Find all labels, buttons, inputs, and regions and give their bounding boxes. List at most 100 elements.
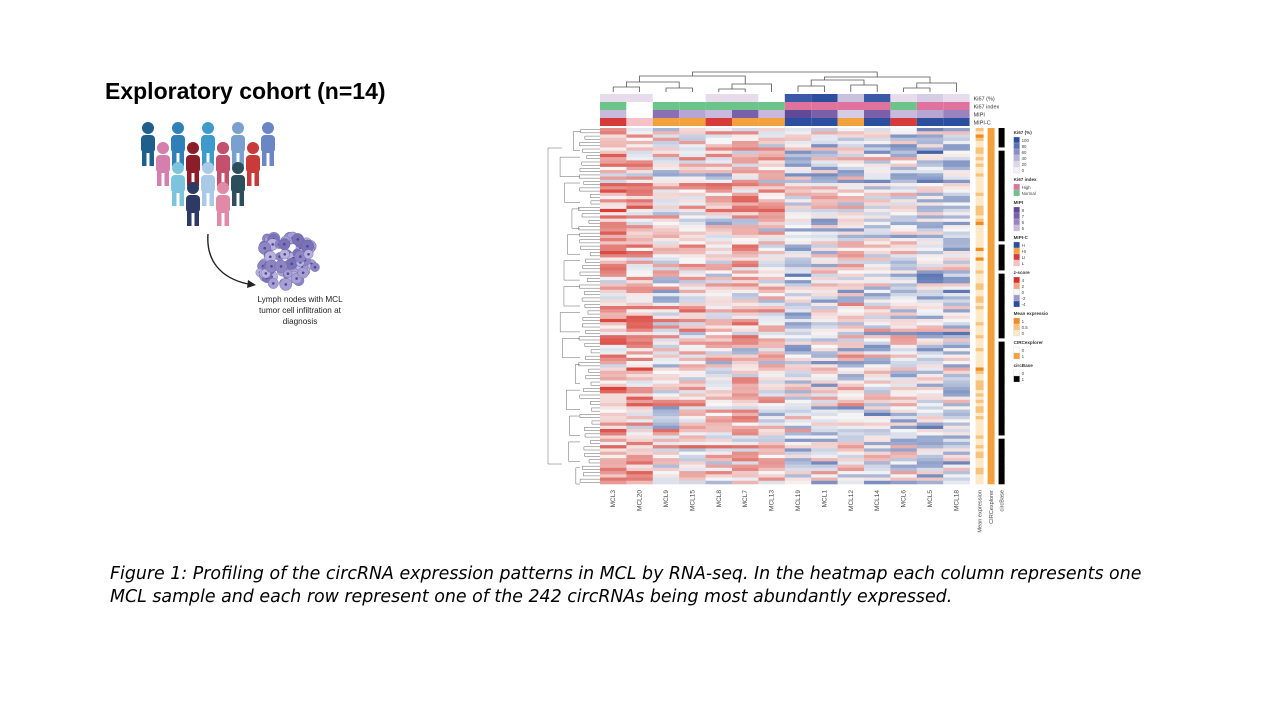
legend-swatch bbox=[1013, 369, 1020, 377]
annotation-cell bbox=[600, 94, 627, 102]
annotation-cell bbox=[732, 118, 759, 126]
legend-swatch bbox=[1013, 241, 1020, 249]
person-icon bbox=[171, 162, 185, 206]
annotation-cell bbox=[811, 94, 838, 102]
legend-title: Ki67 (%) bbox=[1014, 130, 1033, 135]
annotation-track-label: Ki67 (%) bbox=[974, 97, 995, 103]
legend-swatch bbox=[1013, 300, 1020, 308]
legend-label: 5 bbox=[1022, 226, 1025, 231]
legend-label: 7 bbox=[1022, 214, 1025, 219]
sample-label: MCL6 bbox=[901, 490, 908, 508]
annotation-track bbox=[600, 118, 970, 126]
annotation-cell bbox=[837, 118, 864, 126]
legend-label: 20 bbox=[1022, 162, 1027, 167]
annotation-cell bbox=[652, 110, 680, 118]
annotation-cell bbox=[890, 102, 917, 110]
annotation-track bbox=[600, 94, 970, 102]
legend-label: 0 bbox=[1022, 331, 1025, 336]
person-icon bbox=[201, 122, 215, 166]
legend-title: Ki67 index bbox=[1014, 177, 1037, 182]
legend-swatch bbox=[1013, 375, 1020, 383]
side-track-label: CIRCexplorer bbox=[989, 490, 995, 524]
legend-title: circBase bbox=[1014, 363, 1034, 368]
annotation-cell bbox=[626, 110, 653, 118]
legend-swatch bbox=[1013, 282, 1020, 290]
person-icon bbox=[261, 122, 275, 166]
person-icon bbox=[186, 142, 200, 186]
annotation-cell bbox=[864, 94, 891, 102]
annotation-cell bbox=[626, 118, 653, 126]
legend-label: 0 bbox=[1022, 348, 1025, 353]
person-icon bbox=[231, 162, 245, 206]
legend-swatch bbox=[1013, 329, 1020, 337]
legend-swatch bbox=[1013, 160, 1020, 168]
annotation-cell bbox=[784, 94, 812, 102]
side-annotations bbox=[975, 128, 1005, 485]
legend-swatch bbox=[1013, 224, 1020, 232]
legend-label: 1 bbox=[1022, 354, 1025, 359]
annotation-cell bbox=[626, 102, 653, 110]
annotation-cell bbox=[732, 110, 759, 118]
person-icon bbox=[156, 142, 170, 186]
legend-label: 100 bbox=[1022, 138, 1030, 143]
cohort-title: Exploratory cohort (n=14) bbox=[105, 78, 386, 104]
annotation-cell bbox=[784, 118, 812, 126]
legend-swatch bbox=[1013, 288, 1020, 296]
legend-label: -2 bbox=[1022, 296, 1026, 301]
legend-label: 0.5 bbox=[1022, 325, 1029, 330]
annotation-track-label: Ki67 index bbox=[974, 105, 1000, 111]
person-icon bbox=[186, 182, 200, 226]
legend-block: CIRCexplorer 01 bbox=[1013, 340, 1043, 360]
sample-label: MCL3 bbox=[610, 490, 617, 508]
annotation-cell bbox=[732, 102, 759, 110]
sample-label: MCL18 bbox=[953, 490, 960, 511]
annotation-cell bbox=[679, 102, 706, 110]
legend-swatch bbox=[1013, 189, 1020, 197]
annotation-cell bbox=[837, 102, 864, 110]
legend-swatch bbox=[1013, 317, 1020, 325]
legend-swatch bbox=[1013, 148, 1020, 156]
legend-label: 0 bbox=[1022, 371, 1025, 376]
annotation-cell bbox=[811, 118, 838, 126]
legend-label: 0 bbox=[1022, 290, 1025, 295]
legend-swatch bbox=[1013, 323, 1020, 331]
legend-swatch bbox=[1013, 218, 1020, 226]
person-icon bbox=[201, 162, 215, 206]
legend-label: 4 bbox=[1022, 278, 1025, 283]
legend-title: MIPI bbox=[1014, 200, 1023, 205]
lymph-node-caption: Lymph nodes with MCL tumor cell infiltra… bbox=[257, 295, 343, 326]
legend-swatch bbox=[1013, 136, 1020, 144]
annotation-cell bbox=[890, 118, 917, 126]
legend-label: 1 bbox=[1022, 377, 1025, 382]
sample-label: MCL1 bbox=[821, 490, 828, 508]
annotation-cell bbox=[837, 94, 864, 102]
circrna-heatmap: Ki67 (%) Ki67 index MIPI MIPI-C MCL3 MCL20 MCL… bbox=[547, 71, 1048, 533]
legend-swatch bbox=[1013, 206, 1020, 214]
annotation-cell bbox=[626, 94, 653, 102]
annotation-cell bbox=[890, 110, 917, 118]
annotation-cell bbox=[943, 102, 970, 110]
legend-label: 8 bbox=[1022, 208, 1025, 213]
annotation-track bbox=[600, 110, 970, 118]
annotation-track bbox=[600, 102, 970, 110]
annotation-cell bbox=[864, 102, 891, 110]
legend-block: z-score 420-2-4 bbox=[1013, 270, 1030, 308]
annotation-cell bbox=[837, 110, 864, 118]
lymph-node-icon bbox=[255, 231, 320, 291]
annotation-cell bbox=[732, 94, 759, 102]
annotation-track-label: MIPI bbox=[974, 113, 986, 119]
legend-label: HI bbox=[1022, 249, 1026, 254]
legend-swatch bbox=[1013, 154, 1020, 162]
legend-label: L bbox=[1022, 261, 1025, 266]
annotation-cell bbox=[758, 94, 785, 102]
annotation-cell bbox=[916, 110, 944, 118]
column-dendrogram bbox=[612, 71, 957, 92]
annotation-cell bbox=[943, 110, 970, 118]
annotation-cell bbox=[600, 102, 627, 110]
annotation-cell bbox=[890, 94, 917, 102]
legend-label: 60 bbox=[1022, 150, 1027, 155]
